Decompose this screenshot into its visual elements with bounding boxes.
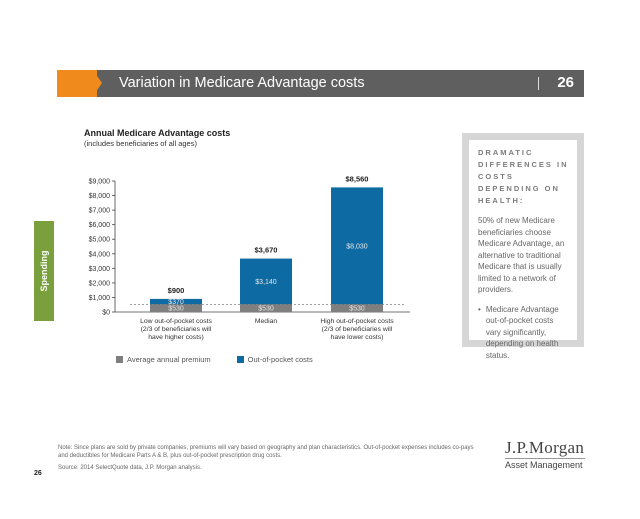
data-label-total: $8,560 xyxy=(346,174,369,183)
y-tick-label: $1,000 xyxy=(89,295,111,302)
y-tick-label: $2,000 xyxy=(89,280,111,287)
data-label-premium: $530 xyxy=(349,306,365,313)
bar-out-of-pocket xyxy=(240,258,292,305)
bar-premium xyxy=(331,304,383,312)
legend-label-oop: Out-of-pocket costs xyxy=(247,355,313,364)
data-label-total: $900 xyxy=(168,286,185,295)
callout-bullet: • Medicare Advantage out-of-pocket costs… xyxy=(478,304,570,362)
page-title: Variation in Medicare Advantage costs xyxy=(119,75,365,91)
bar-premium xyxy=(150,304,202,312)
data-label-out-of-pocket: $8,030 xyxy=(346,243,368,250)
data-label-premium: $530 xyxy=(168,306,184,313)
header-bar: Variation in Medicare Advantage costs 26 xyxy=(57,70,584,97)
bullet-icon: • xyxy=(478,304,481,314)
chart-subtitle: (includes beneficiaries of all ages) xyxy=(84,139,197,148)
x-tick-label: Low out-of-pocket costs xyxy=(140,318,212,325)
header-page-number: 26 xyxy=(557,74,574,91)
bar-out-of-pocket xyxy=(331,187,383,305)
x-tick-label: High out-of-pocket costs xyxy=(320,318,394,325)
x-tick-label: have higher costs) xyxy=(148,334,204,341)
legend-swatch-oop xyxy=(236,356,244,363)
bar-out-of-pocket xyxy=(150,298,202,305)
legend-label-premium: Average annual premium xyxy=(127,355,211,364)
callout-title: DRAMATIC DIFFERENCES IN COSTS DEPENDING … xyxy=(478,148,569,205)
header-divider xyxy=(538,77,539,90)
legend-item-premium: Average annual premium xyxy=(116,355,211,364)
jpmorgan-logo: J.P.Morgan Asset Management xyxy=(505,439,585,470)
callout-body: 50% of new Medicare beneficiaries choose… xyxy=(478,216,565,294)
section-tab: Spending xyxy=(34,221,54,321)
y-tick-label: $8,000 xyxy=(89,193,111,200)
header-background xyxy=(97,70,584,97)
y-tick-label: $5,000 xyxy=(89,237,111,244)
bar-premium xyxy=(240,304,292,312)
data-label-out-of-pocket: $3,140 xyxy=(255,279,277,286)
y-tick-label: $6,000 xyxy=(89,222,111,229)
y-tick-label: $9,000 xyxy=(89,179,111,186)
data-label-total: $3,670 xyxy=(255,246,278,255)
legend-item-oop: Out-of-pocket costs xyxy=(236,355,313,364)
y-tick-label: $0 xyxy=(102,310,110,317)
chart-legend: Average annual premium Out-of-pocket cos… xyxy=(116,355,313,364)
header-accent xyxy=(57,70,97,97)
x-tick-label: Median xyxy=(255,318,278,325)
x-tick-label: (2/3 of beneficiaries will xyxy=(322,326,393,333)
data-label-out-of-pocket: $370 xyxy=(168,299,184,306)
data-label-premium: $530 xyxy=(258,306,274,313)
callout-panel: DRAMATIC DIFFERENCES IN COSTS DEPENDING … xyxy=(462,133,584,360)
logo-wordmark: J.P.Morgan xyxy=(505,438,585,457)
y-tick-label: $4,000 xyxy=(89,251,111,258)
y-tick-label: $3,000 xyxy=(89,266,111,273)
legend-swatch-premium xyxy=(116,356,123,363)
footnote: Note: Since plans are sold by private co… xyxy=(58,445,474,459)
callout-bullet-text: Medicare Advantage out-of-pocket costs v… xyxy=(485,304,559,360)
source-note: Source: 2014 SelectQuote data, J.P. Morg… xyxy=(58,465,202,471)
chart-title: Annual Medicare Advantage costs xyxy=(84,128,231,138)
x-tick-label: have lower costs) xyxy=(331,334,384,341)
y-tick-label: $7,000 xyxy=(89,208,111,215)
x-tick-label: (2/3 of beneficiaries will xyxy=(141,326,212,333)
logo-tagline: Asset Management xyxy=(505,458,585,470)
footer-page-number: 26 xyxy=(34,470,42,477)
chevron-right-icon xyxy=(93,70,102,96)
